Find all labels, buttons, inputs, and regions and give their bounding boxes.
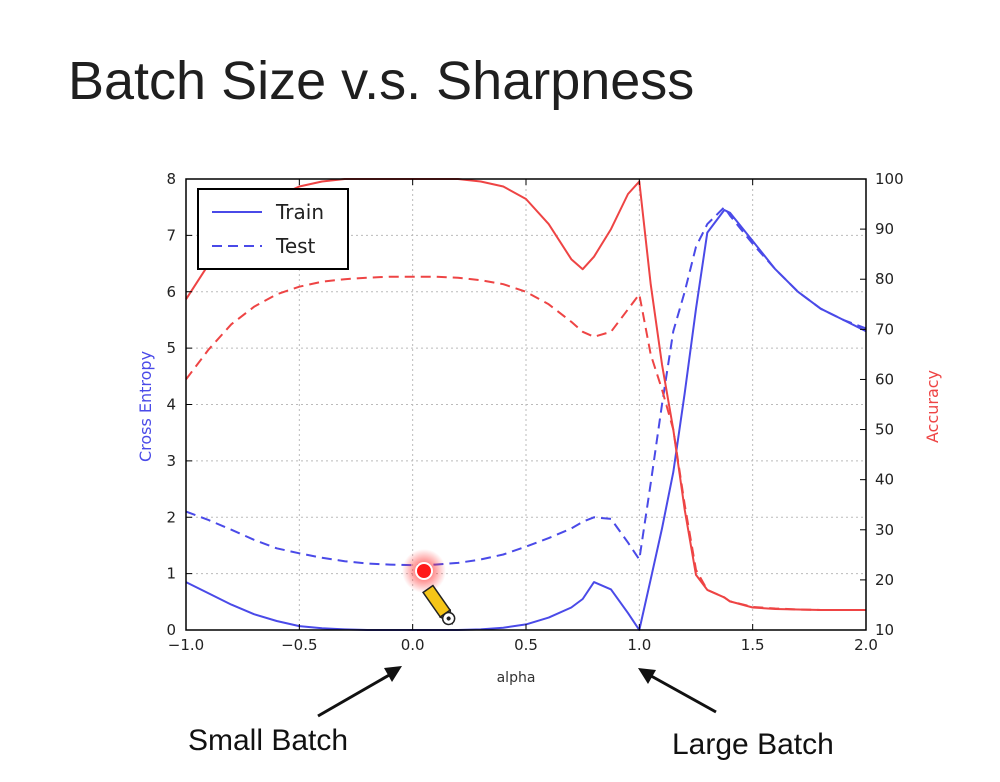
y-right-tick-label: 10 [875,621,894,639]
slide-title: Batch Size v.s. Sharpness [68,51,695,111]
y-right-tick-label: 20 [875,571,894,589]
y-left-tick-label: 0 [166,621,176,639]
x-tick-label: 1.0 [627,636,651,654]
y-left-tick-label: 2 [166,508,176,526]
small-batch-caption: Small Batch [188,724,349,757]
y-left-tick-label: 3 [166,452,176,470]
legend-label-train: Train [275,200,324,224]
x-tick-label: 1.5 [741,636,765,654]
small-batch-arrowhead [384,666,402,682]
legend: Train Test [197,188,349,270]
train-cross-entropy-line [185,209,867,631]
large-batch-arrowhead [638,668,656,684]
y-left-axis-label: Cross Entropy [136,351,155,462]
x-tick-label: 2.0 [854,636,878,654]
test-accuracy-line [185,275,866,611]
y-right-tick-label: 40 [875,471,894,489]
y-left-tick-label: 4 [166,396,176,414]
x-tick-label: 0.0 [401,636,425,654]
y-right-tick-label: 90 [875,220,894,238]
y-left-tick-label: 5 [166,339,176,357]
y-left-tick-label: 6 [166,283,176,301]
pointer-dot [415,562,433,580]
test-cross-entropy-line [185,206,867,567]
y-right-tick-label: 100 [875,170,904,188]
pencil-pupil [446,616,451,621]
series-layer [185,178,867,631]
y-right-tick-label: 60 [875,370,894,388]
y-right-tick-label: 50 [875,421,894,439]
pointer-marker [402,549,456,626]
x-tick-label: −1.0 [168,636,204,654]
x-axis-label: alpha [497,670,536,686]
y-left-tick-label: 7 [166,226,176,244]
legend-box [197,188,349,270]
arrows [317,666,717,718]
y-right-tick-label: 30 [875,521,894,539]
large-batch-caption: Large Batch [672,728,834,761]
y-right-tick-label: 80 [875,270,894,288]
pencil-icon [422,584,456,626]
large-batch-arrow [643,670,717,714]
axes: −1.0 −0.5 0.0 0.5 1.0 1.5 2.0 0 1 2 3 4 5 6 7 8 10 20 30 40… [136,170,942,686]
y-left-tick-label: 8 [166,170,176,188]
y-right-axis-label: Accuracy [923,370,942,443]
small-batch-arrow [317,668,399,718]
x-tick-label: 0.5 [514,636,538,654]
x-tick-label: −0.5 [281,636,317,654]
y-right-tick-label: 70 [875,320,894,338]
legend-label-test: Test [275,234,316,258]
y-left-tick-label: 1 [166,565,176,583]
